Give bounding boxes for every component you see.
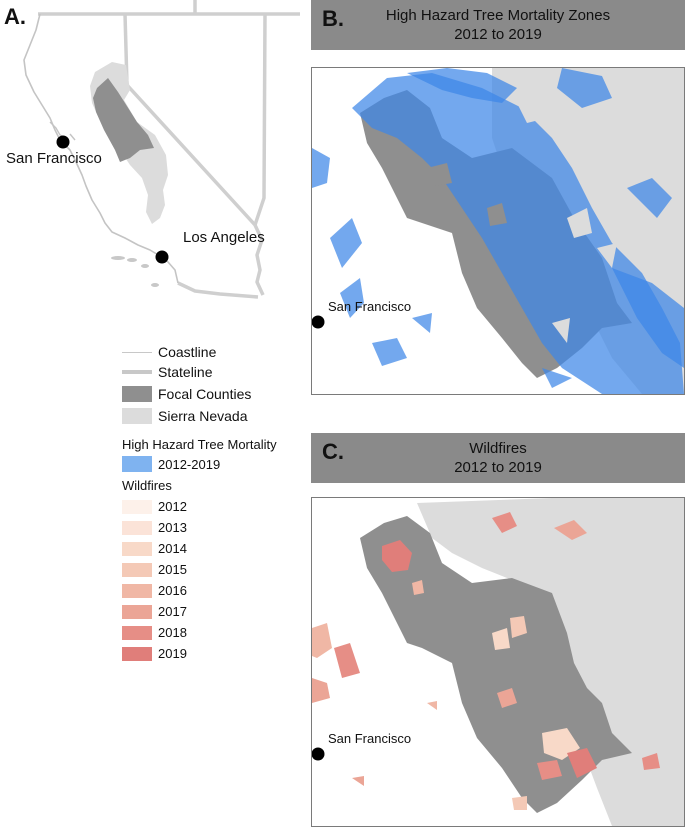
legend-wildfire-2017: 2017 [122,604,187,619]
city-label-san-francisco: San Francisco [328,299,412,314]
swatch-2015 [122,562,152,577]
panel-b-title-line2: 2012 to 2019 [454,26,542,43]
panel-b-title-line1: High Hazard Tree Mortality Zones [385,7,611,24]
swatch-2016 [122,583,152,598]
legend-wildfire-2019: 2019 [122,646,187,661]
legend-label: 2012-2019 [158,456,221,472]
panel-c-header: Wildfires 2012 to 2019 [311,433,685,483]
swatch-2014 [122,541,152,556]
legend-label: Stateline [158,364,213,380]
legend-label: 2014 [158,541,187,556]
mortality-main-band [352,73,684,394]
stateline-swatch [122,370,152,374]
los-angeles-marker [155,250,169,264]
focal-counties-swatch [122,386,152,402]
swatch-2017 [122,604,152,619]
swatch-2018 [122,625,152,640]
california-overview-map [23,0,300,299]
city-label-san-francisco: San Francisco [6,150,102,167]
focal-counties-region [93,78,154,162]
legend-sierra-nevada: Sierra Nevada [122,408,248,424]
legend-wildfire-2015: 2015 [122,562,187,577]
legend-wildfire-2014: 2014 [122,541,187,556]
panel-c-label: C. [322,439,344,464]
sierra-nevada-swatch [122,408,152,424]
legend-label: 2019 [158,646,187,661]
legend-label: Focal Counties [158,386,252,402]
city-label-san-francisco: San Francisco [328,731,412,746]
mexico-border [177,281,259,299]
san-francisco-marker [312,747,325,761]
panel-c-title-line1: Wildfires [469,440,527,457]
arizona-river [253,224,265,296]
swatch-2013 [122,520,152,535]
legend-label: Sierra Nevada [158,408,248,424]
legend-label: Coastline [158,344,217,360]
city-label-los-angeles: Los Angeles [183,229,265,246]
legend-label: 2018 [158,625,187,640]
legend-wildfire-2018: 2018 [122,625,187,640]
legend-mortality: 2012-2019 [122,456,220,472]
legend-wildfire-2016: 2016 [122,583,187,598]
legend-wildfires-title: Wildfires [122,478,172,493]
panel-b-map: San Francisco [311,67,685,395]
swatch-2019 [122,646,152,661]
utah-border [253,13,267,226]
panel-b-label: B. [322,6,344,31]
legend-mortality-title: High Hazard Tree Mortality [122,437,277,452]
legend-label: 2017 [158,604,187,619]
legend-label: 2015 [158,562,187,577]
legend-wildfire-2013: 2013 [122,520,187,535]
panel-c-title-line2: 2012 to 2019 [454,459,542,476]
swatch-2012 [122,499,152,514]
panel-c-map: San Francisco [311,497,685,827]
coastline [23,13,179,284]
legend-label: 2013 [158,520,187,535]
legend-focal-counties: Focal Counties [122,386,251,402]
nevada-border-diagonal [125,83,257,227]
legend-wildfire-2012: 2012 [122,499,187,514]
coastline-swatch [122,351,152,353]
mortality-swatch [122,456,152,472]
wildfire-patches [312,512,660,810]
legend-label: 2012 [158,499,187,514]
panel-b-header: High Hazard Tree Mortality Zones 2012 to… [311,0,685,50]
san-francisco-marker [312,315,325,329]
legend-coastline: Coastline [122,344,216,360]
san-francisco-marker [56,135,70,149]
panel-a-label: A. [4,4,26,29]
legend-label: 2016 [158,583,187,598]
legend-stateline: Stateline [122,364,212,380]
